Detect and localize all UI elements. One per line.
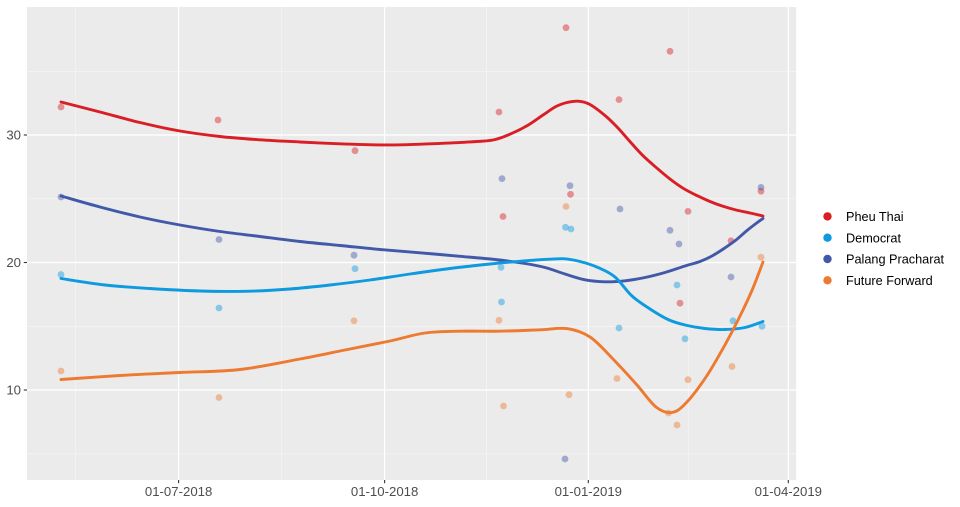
svg-text:01-04-2019: 01-04-2019 <box>755 484 822 499</box>
svg-text:30: 30 <box>6 128 21 143</box>
svg-text:Pheu Thai: Pheu Thai <box>846 210 904 224</box>
svg-text:Palang Pracharat: Palang Pracharat <box>846 253 945 267</box>
svg-text:10: 10 <box>6 383 21 398</box>
svg-text:01-10-2018: 01-10-2018 <box>351 484 418 499</box>
svg-text:Democrat: Democrat <box>846 231 901 245</box>
svg-text:Future Forward: Future Forward <box>846 274 933 288</box>
svg-text:20: 20 <box>6 255 21 270</box>
svg-text:01-07-2018: 01-07-2018 <box>145 484 212 499</box>
svg-text:01-01-2019: 01-01-2019 <box>555 484 622 499</box>
